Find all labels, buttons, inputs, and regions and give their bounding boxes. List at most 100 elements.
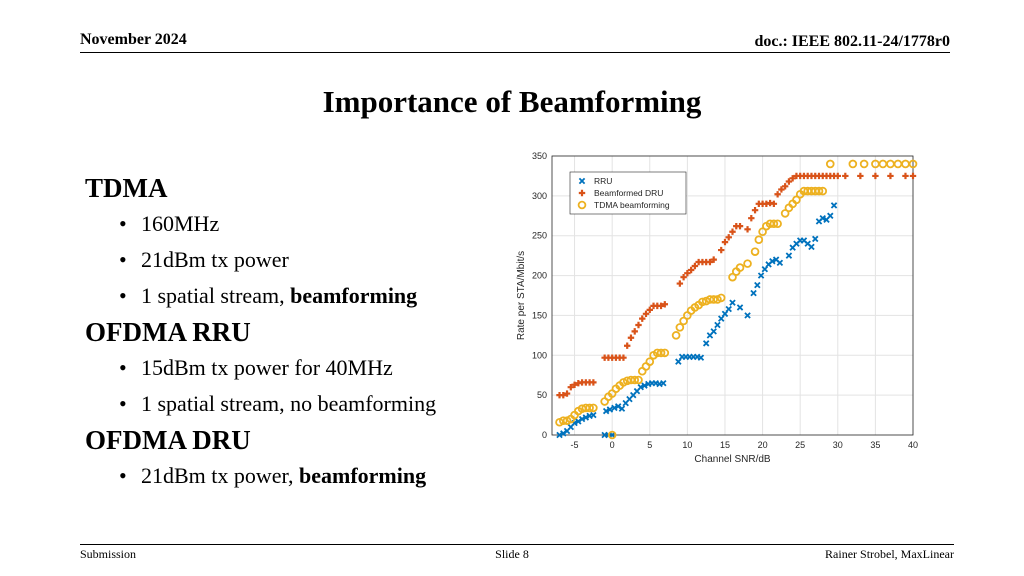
data-point-series-2 <box>818 186 828 196</box>
bullet-list: TDMA • 160MHz • 21dBm tx power • 1 spatial … <box>85 170 505 494</box>
legend-marker <box>578 189 586 197</box>
x-tick-label: 5 <box>647 440 652 450</box>
data-point-series-2 <box>679 316 688 326</box>
data-point-series-1 <box>748 214 755 222</box>
data-point-series-0 <box>808 243 815 251</box>
x-tick-label: 15 <box>720 440 730 450</box>
data-point-series-0 <box>560 430 567 437</box>
data-point-series-0 <box>660 379 667 387</box>
data-point-series-0 <box>602 407 610 415</box>
data-point-series-2 <box>780 209 790 218</box>
data-point-series-0 <box>710 328 717 335</box>
data-point-series-1 <box>778 186 785 193</box>
x-axis-label: Channel SNR/dB <box>694 454 770 465</box>
data-point-series-2 <box>558 416 568 425</box>
x-tick-label: 25 <box>795 440 805 450</box>
data-point-series-0 <box>714 321 721 329</box>
data-point-series-1 <box>624 342 631 349</box>
legend-label: Beamformed DRU <box>594 188 663 198</box>
data-point-series-1 <box>676 280 684 287</box>
data-point-series-1 <box>661 301 669 308</box>
data-point-series-2 <box>607 430 617 440</box>
data-point-series-1 <box>657 302 665 310</box>
section-heading-ofdma-dru: OFDMA DRU <box>85 425 251 455</box>
data-point-series-1 <box>770 200 778 208</box>
data-point-series-0 <box>736 304 744 311</box>
data-point-series-1 <box>725 234 732 241</box>
data-point-series-2 <box>660 348 670 358</box>
data-point-series-1 <box>710 256 717 263</box>
data-point-series-2 <box>735 263 745 272</box>
data-point-series-1 <box>563 390 571 397</box>
data-point-series-1 <box>872 172 879 180</box>
data-point-series-1 <box>642 310 650 318</box>
footer-left: Submission <box>80 547 137 561</box>
x-tick-label: 30 <box>833 440 843 450</box>
data-point-series-0 <box>769 257 776 265</box>
section-heading-ofdma-rru: OFDMA RRU <box>85 317 251 347</box>
x-tick-label: 35 <box>870 440 880 450</box>
data-point-series-2 <box>585 403 594 413</box>
data-point-series-1 <box>635 321 642 329</box>
y-tick-label: 200 <box>532 271 547 281</box>
data-point-series-1 <box>620 354 627 361</box>
bold-text: beamforming <box>290 283 418 308</box>
data-point-series-1 <box>857 172 864 180</box>
legend-label: TDMA beamforming <box>594 200 670 210</box>
data-point-series-1 <box>744 226 751 233</box>
data-point-series-0 <box>608 431 616 439</box>
data-point-series-1 <box>789 175 796 182</box>
y-tick-label: 300 <box>532 191 547 201</box>
data-point-series-2 <box>728 272 737 282</box>
y-tick-label: 250 <box>532 231 547 241</box>
data-point-series-1 <box>590 379 597 386</box>
legend-marker <box>578 177 586 185</box>
data-point-series-2 <box>698 297 707 307</box>
data-point-series-0 <box>637 383 644 391</box>
data-point-series-2 <box>859 159 869 169</box>
data-point-series-2 <box>792 195 801 205</box>
data-point-series-0 <box>811 235 819 243</box>
y-tick-label: 350 <box>532 151 547 161</box>
data-point-series-2 <box>630 375 640 385</box>
data-point-series-1 <box>687 266 695 274</box>
bold-text: beamforming <box>299 463 427 488</box>
data-point-series-1 <box>639 315 646 322</box>
data-point-series-0 <box>578 415 586 423</box>
y-tick-label: 0 <box>542 430 547 440</box>
x-tick-label: 40 <box>908 440 918 450</box>
data-point-series-0 <box>744 312 751 319</box>
data-point-series-1 <box>646 306 653 314</box>
data-point-series-2 <box>750 247 760 256</box>
data-point-series-2 <box>848 159 858 169</box>
y-tick-label: 100 <box>532 350 547 360</box>
bullet-item: • 160MHz <box>119 211 220 236</box>
slide-number: Slide 8 <box>495 547 529 561</box>
data-point-series-0 <box>614 403 622 410</box>
data-point-series-1 <box>736 222 744 230</box>
data-point-series-2 <box>814 186 824 196</box>
data-point-series-0 <box>697 354 705 361</box>
bullet-item: • 15dBm tx power for 40MHz <box>119 355 393 380</box>
data-point-series-1 <box>785 178 793 185</box>
data-point-series-0 <box>590 411 597 419</box>
data-point-series-0 <box>830 202 838 209</box>
data-point-series-1 <box>902 172 909 180</box>
data-point-series-0 <box>827 212 834 220</box>
data-point-series-0 <box>606 406 614 413</box>
plot-frame <box>551 155 914 436</box>
y-tick-label: 50 <box>537 390 547 400</box>
data-point-series-1 <box>887 172 894 180</box>
data-point-series-2 <box>671 331 681 340</box>
data-point-series-1 <box>834 172 841 180</box>
data-point-series-0 <box>785 252 793 259</box>
data-point-series-0 <box>776 259 784 267</box>
legend-label: RRU <box>594 176 612 186</box>
data-point-series-0 <box>556 431 563 439</box>
data-point-series-1 <box>718 246 725 254</box>
data-point-series-0 <box>582 414 590 421</box>
data-point-series-2 <box>773 219 782 229</box>
data-point-series-1 <box>729 228 736 235</box>
section-heading-tdma: TDMA <box>85 173 168 203</box>
data-point-series-1 <box>909 172 917 180</box>
